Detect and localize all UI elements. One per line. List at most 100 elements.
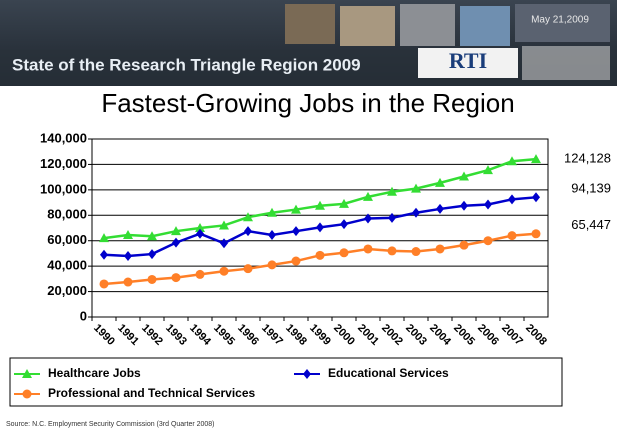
x-tick-label: 2007 — [499, 322, 525, 348]
data-point — [363, 191, 373, 201]
x-tick-label: 1996 — [235, 322, 261, 348]
data-point — [411, 183, 421, 193]
data-point — [219, 266, 229, 276]
x-tick-label: 1990 — [91, 322, 117, 348]
data-point — [244, 226, 252, 237]
x-tick-label: 1998 — [283, 322, 309, 348]
data-point — [147, 231, 157, 241]
y-tick-label: 60,000 — [47, 232, 87, 247]
data-point — [484, 199, 492, 210]
data-point — [291, 256, 301, 266]
x-tick-label: 2003 — [403, 322, 429, 348]
y-tick-label: 40,000 — [47, 258, 87, 273]
data-point — [267, 260, 277, 270]
data-label: 65,447 — [571, 217, 611, 232]
data-point — [460, 200, 468, 211]
data-point — [196, 228, 204, 239]
x-tick-label: 2008 — [523, 322, 549, 348]
x-tick-label: 1992 — [139, 322, 165, 348]
data-point — [435, 177, 445, 187]
data-point — [99, 233, 109, 243]
data-point — [483, 165, 493, 175]
data-point — [316, 222, 324, 233]
legend-marker — [22, 369, 32, 378]
data-point — [531, 229, 541, 239]
y-tick-label: 140,000 — [40, 130, 87, 145]
x-tick-label: 2001 — [355, 322, 381, 348]
legend-marker — [303, 369, 311, 379]
data-point — [363, 244, 373, 254]
data-point — [435, 244, 445, 254]
date: May 21,2009 — [531, 15, 589, 26]
data-point — [531, 154, 541, 164]
photo — [460, 6, 510, 46]
data-point — [219, 220, 229, 230]
x-tick-label: 1994 — [187, 322, 213, 348]
x-tick-label: 1991 — [115, 322, 141, 348]
data-point — [171, 226, 181, 236]
data-point — [124, 250, 132, 261]
logo-graphic — [522, 46, 610, 80]
data-point — [339, 198, 349, 208]
data-point — [508, 194, 516, 205]
photo — [340, 6, 395, 46]
x-tick-label: 2005 — [451, 322, 477, 348]
y-tick-label: 80,000 — [47, 207, 87, 222]
x-tick-label: 2000 — [331, 322, 357, 348]
x-tick-label: 1997 — [259, 322, 285, 348]
data-point — [220, 238, 228, 249]
y-tick-label: 0 — [80, 308, 87, 323]
y-tick-label: 20,000 — [47, 283, 87, 298]
data-point — [243, 212, 253, 222]
data-point — [315, 200, 325, 210]
photo — [285, 4, 335, 44]
data-point — [148, 249, 156, 260]
y-tick-label: 120,000 — [40, 156, 87, 171]
x-tick-label: 2006 — [475, 322, 501, 348]
legend-label: Educational Services — [328, 366, 449, 380]
data-point — [532, 192, 540, 203]
legend-box — [9, 357, 563, 407]
logo-box — [418, 48, 518, 78]
data-point — [411, 247, 421, 257]
data-point — [388, 212, 396, 223]
data-point — [292, 226, 300, 237]
data-point — [172, 237, 180, 248]
data-point — [339, 248, 349, 258]
x-tick-label: 1999 — [307, 322, 333, 348]
data-point — [387, 186, 397, 196]
source: Source: N.C. Employment Security Commiss… — [6, 421, 215, 428]
data-point — [100, 249, 108, 260]
data-point — [123, 277, 133, 287]
data-point — [412, 207, 420, 218]
x-tick-label: 2002 — [379, 322, 405, 348]
data-point — [507, 231, 517, 241]
x-tick-label: 2004 — [427, 322, 453, 348]
legend-label: Professional and Technical Services — [48, 386, 256, 400]
data-point — [268, 229, 276, 240]
legend-label: Healthcare Jobs — [48, 366, 141, 380]
data-point — [436, 203, 444, 214]
x-tick-label: 1995 — [211, 322, 237, 348]
data-point — [195, 223, 205, 232]
data-point — [243, 264, 253, 274]
x-tick-label: 1993 — [163, 322, 189, 348]
data-point — [507, 156, 517, 166]
data-point — [387, 246, 397, 256]
data-point — [340, 219, 348, 230]
y-tick-label: 100,000 — [40, 181, 87, 196]
legend-marker — [22, 389, 32, 399]
data-point — [459, 240, 469, 250]
chart-title: Fastest-Growing Jobs in the Region — [101, 88, 514, 118]
data-point — [123, 229, 133, 239]
data-point — [171, 273, 181, 283]
data-point — [364, 213, 372, 224]
data-point — [195, 269, 205, 279]
data-point — [291, 204, 301, 214]
data-point — [147, 274, 157, 284]
data-point — [483, 236, 493, 246]
photo — [400, 4, 455, 46]
data-point — [99, 279, 109, 289]
data-label: 94,139 — [571, 181, 611, 196]
